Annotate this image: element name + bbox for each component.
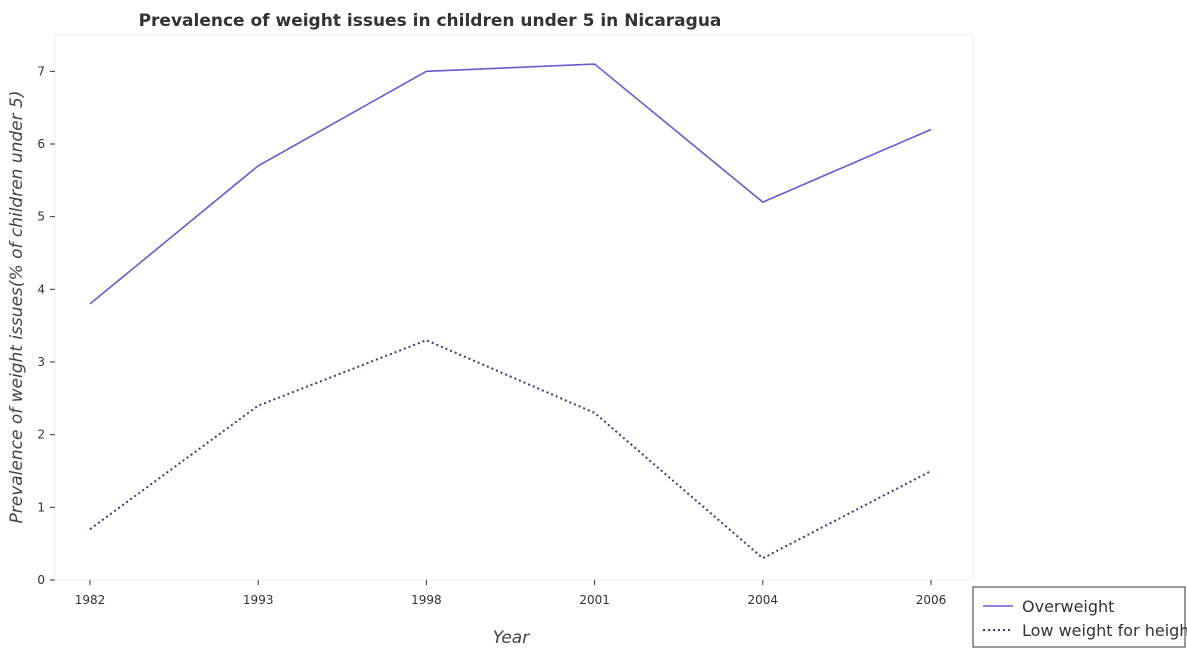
legend: Overweight Low weight for height xyxy=(973,587,1187,647)
legend-label-low-weight-for-height: Low weight for height xyxy=(1022,621,1187,640)
y-tick-label: 0 xyxy=(37,573,45,587)
y-tick-label: 7 xyxy=(37,64,45,78)
chart-title: Prevalence of weight issues in children … xyxy=(139,11,722,31)
x-tick-label: 2004 xyxy=(748,593,779,607)
y-tick-label: 6 xyxy=(37,137,45,151)
x-axis-title: Year xyxy=(493,628,530,648)
y-tick-label: 4 xyxy=(37,282,45,296)
y-tick-label: 1 xyxy=(37,500,45,514)
x-tick-label: 1998 xyxy=(411,593,442,607)
y-tick-label: 3 xyxy=(37,355,45,369)
plot-area xyxy=(55,35,973,580)
x-tick-label: 2001 xyxy=(579,593,610,607)
y-tick-label: 5 xyxy=(37,210,45,224)
legend-label-overweight: Overweight xyxy=(1022,597,1114,616)
x-tick-label: 1993 xyxy=(243,593,274,607)
x-tick-label: 2006 xyxy=(916,593,947,607)
y-axis-title: Prevalence of weight issues(% of childre… xyxy=(7,91,27,524)
y-tick-label: 2 xyxy=(37,428,45,442)
x-tick-label: 1982 xyxy=(75,593,106,607)
